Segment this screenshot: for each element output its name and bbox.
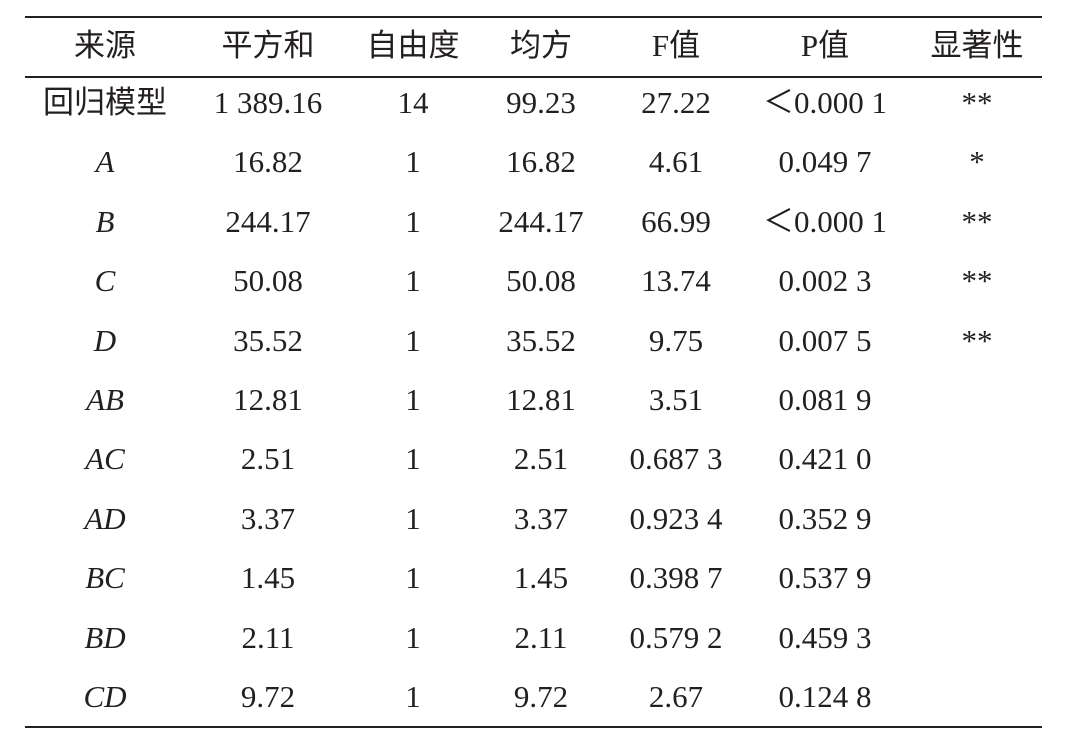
row-label: B xyxy=(95,203,115,239)
table-cell: 13.74 xyxy=(641,263,711,299)
table-cell: 2.11 xyxy=(241,619,295,655)
table-cell: 0.459 3 xyxy=(778,619,872,655)
table-cell: 1.45 xyxy=(240,560,296,596)
table-cell: 1 xyxy=(405,500,421,536)
header-cell: 来源 xyxy=(74,28,136,63)
table-cell: 99.23 xyxy=(506,85,576,120)
table-cell: 1 xyxy=(405,144,421,180)
table-cell: 27.22 xyxy=(641,85,711,120)
table-cell: 0.124 8 xyxy=(778,679,872,714)
table-cell: 16.82 xyxy=(233,144,303,180)
table-cell: 2.11 xyxy=(514,619,568,655)
row-label: C xyxy=(94,263,116,299)
table-cell: 0.049 7 xyxy=(778,144,872,180)
table-cell: 16.82 xyxy=(506,144,576,180)
top-rule xyxy=(25,16,1042,18)
table-cell: 1 xyxy=(405,382,421,417)
table-cell: 14 xyxy=(397,85,429,120)
table-cell: 0.352 9 xyxy=(778,500,872,536)
row-label: 回归模型 xyxy=(43,85,167,120)
table-cell: 35.52 xyxy=(506,322,576,358)
table-cell: 12.81 xyxy=(233,382,303,417)
table-cell: 1 xyxy=(405,263,421,299)
header-cell: P值 xyxy=(800,28,850,63)
table-cell: 0.687 3 xyxy=(629,441,723,477)
table-cell: 3.37 xyxy=(240,500,296,536)
header-cell: 显著性 xyxy=(930,28,1024,63)
table-cell: 0.007 5 xyxy=(778,322,872,358)
row-label: D xyxy=(93,322,117,358)
table-cell: 1 xyxy=(405,619,421,655)
table-cell: ** xyxy=(961,322,993,358)
table-cell: 244.17 xyxy=(498,203,584,239)
row-label: BD xyxy=(84,619,126,655)
header-cell: F值 xyxy=(651,28,701,63)
table-cell: 1 xyxy=(405,322,421,358)
header-cell: 自由度 xyxy=(366,28,460,63)
table-cell: 244.17 xyxy=(225,203,311,239)
table-cell: ** xyxy=(961,203,993,239)
row-label: AD xyxy=(84,500,126,536)
table-cell: 2.51 xyxy=(513,441,569,477)
table-cell: 1 389.16 xyxy=(213,85,323,120)
table-cell: 4.61 xyxy=(648,144,704,180)
row-label: CD xyxy=(83,679,127,714)
table-cell: 0.537 9 xyxy=(778,560,872,596)
table-cell: 2.51 xyxy=(240,441,296,477)
table-cell: 1 xyxy=(405,441,421,477)
table-cell: 35.52 xyxy=(233,322,303,358)
table-cell: 1.45 xyxy=(513,560,569,596)
table-cell: 12.81 xyxy=(506,382,576,417)
table-cell: * xyxy=(969,144,985,180)
row-label: A xyxy=(95,144,115,180)
header-cell: 平方和 xyxy=(221,28,315,63)
table-cell: ** xyxy=(961,85,993,120)
table-cell: 50.08 xyxy=(233,263,303,299)
table-cell: 0.579 2 xyxy=(629,619,723,655)
table-cell: 3.37 xyxy=(513,500,569,536)
header-rule xyxy=(25,76,1042,78)
table-cell: 9.72 xyxy=(240,679,296,714)
table-cell: 1 xyxy=(405,679,421,714)
row-label: AB xyxy=(86,382,124,417)
table-cell: 9.75 xyxy=(648,322,704,358)
table-cell: 3.51 xyxy=(648,382,704,417)
table-cell: 1 xyxy=(405,560,421,596)
header-cell: 均方 xyxy=(510,28,572,63)
table-cell: ＜0.000 1 xyxy=(763,85,887,120)
table-cell: 50.08 xyxy=(506,263,576,299)
row-label: AC xyxy=(85,441,125,477)
table-cell: 0.398 7 xyxy=(629,560,723,596)
row-label: BC xyxy=(85,560,125,596)
table-cell: 0.923 4 xyxy=(629,500,723,536)
table-cell: ＜0.000 1 xyxy=(763,203,887,239)
table-cell: 0.081 9 xyxy=(778,382,872,417)
table-cell: 0.421 0 xyxy=(778,441,872,477)
table-cell: ** xyxy=(961,263,993,299)
table-cell: 2.67 xyxy=(648,679,704,714)
bottom-rule xyxy=(25,726,1042,728)
table-cell: 9.72 xyxy=(513,679,569,714)
table-cell: 0.002 3 xyxy=(778,263,872,299)
table-cell: 66.99 xyxy=(641,203,711,239)
table-cell: 1 xyxy=(405,203,421,239)
